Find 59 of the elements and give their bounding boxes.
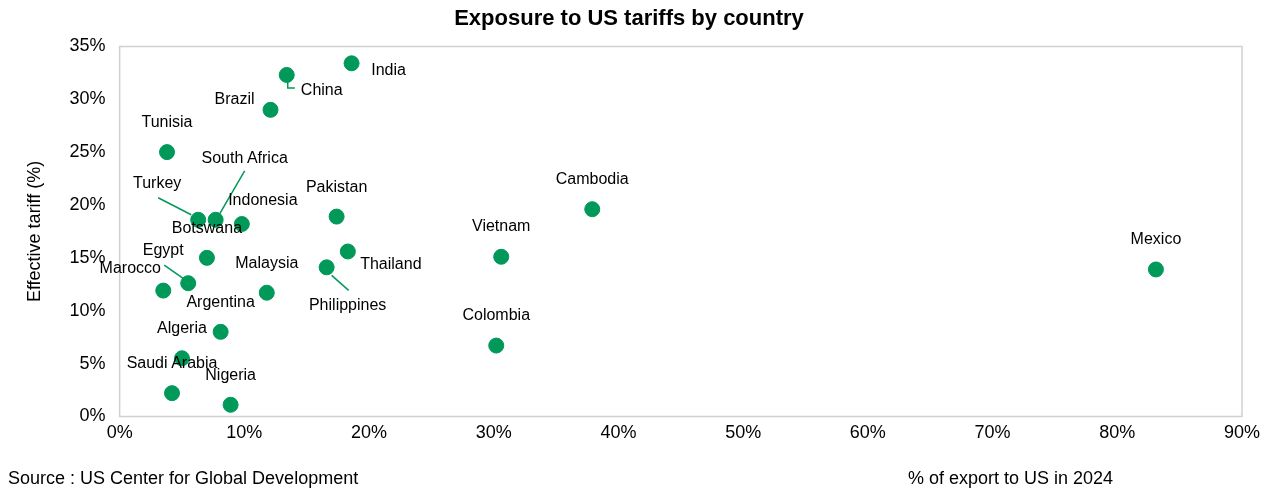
annotation: Turkey: [133, 174, 182, 192]
point: [222, 396, 239, 413]
x-tick-label: 10%: [226, 422, 263, 443]
y-tick-label: 0%: [79, 405, 106, 426]
annotation: Cambodia: [555, 169, 629, 187]
y-tick-label: 30%: [69, 88, 106, 109]
x-tick-label: 30%: [475, 422, 512, 443]
point: [212, 323, 229, 340]
x-tick-label: 70%: [974, 422, 1011, 443]
point: [198, 249, 215, 266]
annotation: Mexico: [1130, 229, 1182, 247]
point: [262, 101, 279, 118]
point: [180, 275, 197, 292]
annotation: Nigeria: [205, 366, 257, 384]
annotation: India: [371, 60, 407, 78]
point: [488, 337, 505, 354]
point: [164, 385, 180, 402]
annotation: Botswana: [171, 219, 243, 237]
x-axis-title: % of export to US in 2024: [907, 468, 1113, 488]
annotation: Thailand: [360, 254, 422, 272]
point: [258, 284, 275, 301]
y-tick-label: 10%: [69, 299, 106, 320]
x-tick-label: 40%: [600, 422, 637, 443]
point: [339, 243, 356, 260]
x-tick-label: 50%: [725, 422, 762, 443]
y-tick-label: 5%: [79, 352, 106, 373]
y-tick-label: 20%: [69, 193, 106, 214]
point: [159, 144, 176, 161]
point: [318, 259, 335, 276]
annotation: Vietnam: [472, 217, 531, 235]
x-tick-label: 90%: [1223, 422, 1260, 443]
annotation: South Africa: [201, 149, 288, 167]
point: [493, 248, 510, 265]
annotation: Argentina: [186, 293, 255, 311]
x-tick-label: 60%: [849, 422, 886, 443]
annotation: Tunisia: [141, 112, 193, 130]
x-tick-label: 20%: [351, 422, 388, 443]
annotation: Philippines: [308, 295, 387, 313]
annotation: Indonesia: [228, 191, 298, 209]
y-tick-label: 25%: [69, 141, 106, 162]
point: [155, 282, 172, 299]
annotation: Brazil: [214, 90, 255, 108]
point: [1147, 261, 1164, 278]
point: [278, 66, 295, 83]
source-note: Source : US Center for Global Development: [8, 468, 359, 488]
x-tick-label: 80%: [1099, 422, 1136, 443]
annotation: Egypt: [142, 240, 185, 258]
annotation: Malaysia: [235, 254, 299, 272]
annotation: Colombia: [462, 305, 531, 323]
point: [584, 201, 601, 218]
annotation: Pakistan: [305, 178, 368, 196]
annotation: China: [300, 81, 343, 99]
y-axis-title: Effective tariff (%): [23, 160, 44, 303]
annotation: Algeria: [157, 318, 207, 336]
chart-title: Exposure to US tariffs by country: [454, 5, 805, 31]
point: [328, 208, 345, 225]
point: [343, 55, 360, 72]
y-tick-label: 35%: [69, 35, 106, 56]
x-tick-label: 0%: [106, 422, 133, 443]
